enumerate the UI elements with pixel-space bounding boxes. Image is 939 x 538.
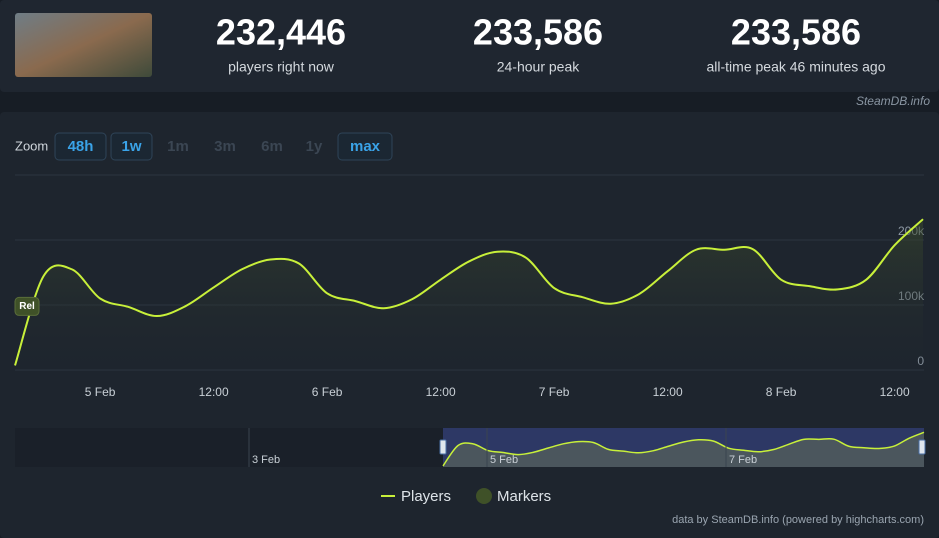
marker-label[interactable]: Rel [19, 301, 35, 312]
series-line [14, 218, 924, 366]
stat-value: 233,586 [473, 12, 603, 53]
x-tick-label: 12:00 [880, 385, 910, 399]
x-tick-label: 5 Feb [85, 385, 116, 399]
navigator-area [443, 432, 924, 467]
zoom-button-label: 1y [306, 138, 323, 155]
stat-label: 24-hour peak [497, 59, 581, 75]
zoom-button[interactable] [54, 132, 107, 161]
stat-label: players right now [228, 59, 335, 75]
x-tick-label: 12:00 [199, 385, 229, 399]
marker-flag[interactable] [14, 296, 40, 316]
stat-label: all-time peak 46 minutes ago [707, 59, 886, 75]
zoom-button-label: 3m [214, 138, 236, 155]
zoom-button-label: 1m [167, 138, 189, 155]
source-label: SteamDB.info [856, 94, 930, 108]
x-tick-label: 12:00 [426, 385, 456, 399]
stat-value: 233,586 [731, 12, 861, 53]
navigator-label: 5 Feb [490, 454, 518, 466]
zoom-button-label[interactable]: max [350, 138, 381, 155]
navigator-label: 3 Feb [252, 454, 280, 466]
navigator-handle[interactable] [918, 439, 926, 455]
header-panel [0, 0, 939, 92]
navigator-label: 7 Feb [729, 454, 757, 466]
stat-value: 232,446 [216, 12, 346, 53]
zoom-button-label[interactable]: 48h [68, 138, 94, 155]
zoom-label: Zoom [15, 138, 48, 153]
navigator-line [442, 431, 925, 467]
zoom-button-label[interactable]: 1w [121, 138, 141, 155]
series-area [15, 219, 923, 370]
x-tick-label: 6 Feb [312, 385, 343, 399]
x-tick-label: 7 Feb [539, 385, 570, 399]
zoom-button-label: 6m [261, 138, 283, 155]
zoom-button[interactable] [110, 132, 153, 161]
legend-label[interactable]: Players [401, 488, 451, 505]
legend-marker-symbol[interactable] [476, 488, 492, 504]
legend-label[interactable]: Markers [497, 488, 551, 505]
game-thumbnail[interactable] [15, 13, 152, 77]
x-tick-label: 12:00 [653, 385, 683, 399]
x-tick-label: 8 Feb [766, 385, 797, 399]
zoom-button[interactable] [337, 132, 393, 161]
navigator-handle[interactable] [439, 439, 447, 455]
credit: data by SteamDB.info (powered by highcha… [672, 514, 924, 526]
